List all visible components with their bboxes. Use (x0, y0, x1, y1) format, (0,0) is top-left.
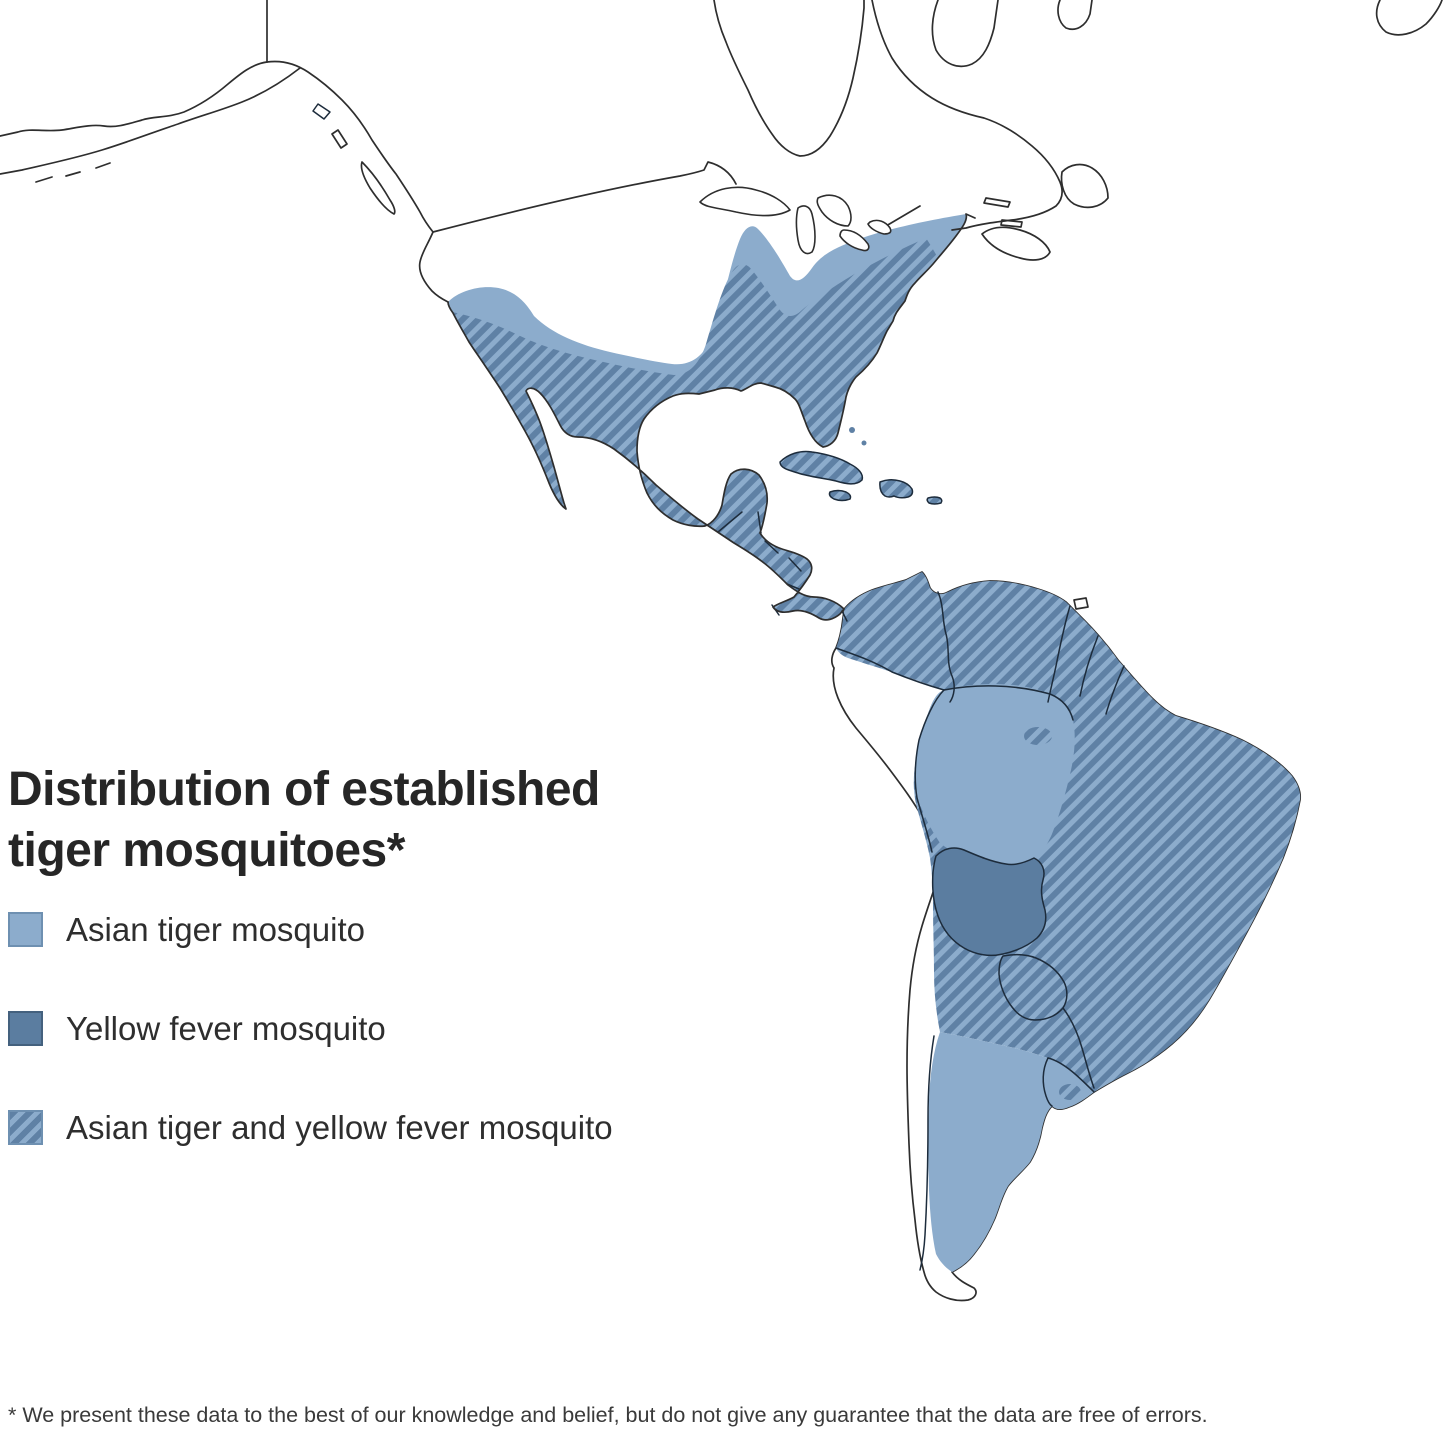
region-sa-both-hatched (836, 572, 1301, 1092)
coastline-alaska-north (0, 61, 268, 137)
lake-superior (699, 186, 791, 217)
island-newfoundland (1060, 163, 1109, 209)
island-vancouver (360, 161, 396, 215)
island-haida-gwaii (331, 129, 348, 149)
border-mexico-guatemala (717, 511, 743, 533)
border-suriname-french-guiana (1105, 665, 1125, 715)
page-title: Distribution of established tiger mosqui… (8, 763, 600, 877)
island-nova-scotia (981, 226, 1051, 261)
island-hispaniola (879, 478, 914, 499)
region-bolivia-yellow-fever (931, 847, 1047, 957)
coastline-labrador-quebec (871, 0, 1063, 231)
lake-ontario (867, 219, 892, 235)
region-argentina-asian-tiger-solid (928, 1032, 1094, 1272)
coastline-us-west (418, 231, 449, 303)
border-panama-colombia (841, 610, 848, 622)
legend: Asian tiger mosquito Yellow fever mosqui… (8, 912, 613, 1145)
border-peru-brazil (914, 689, 945, 853)
legend-swatch-yellow-fever (8, 1011, 43, 1046)
island-puerto-rico (926, 496, 943, 505)
lake-huron (816, 194, 852, 227)
coastline-aleutians (0, 67, 301, 183)
border-guatemala-honduras (764, 540, 779, 554)
border-paraguay (998, 953, 1068, 1021)
border-brazil-argentina (1062, 1007, 1095, 1089)
footnote: * We present these data to the best of o… (8, 1403, 1208, 1427)
lake-erie (839, 229, 870, 252)
coastline-alaska-south (266, 60, 434, 233)
border-uruguay-north (1047, 1057, 1095, 1093)
border-honduras-nicaragua (788, 557, 802, 572)
coastline-hudson-bay (713, 0, 865, 157)
border-venezuela-guyana (1047, 605, 1071, 703)
island-bahamas-1 (849, 427, 855, 433)
island-trinidad (1073, 597, 1089, 610)
greenland-partial (1375, 0, 1443, 36)
legend-item-asian-tiger: Asian tiger mosquito (8, 912, 613, 947)
legend-label-asian-tiger: Asian tiger mosquito (66, 911, 365, 948)
border-ecuador-colombia (835, 647, 945, 691)
legend-swatch-both-species (8, 1110, 43, 1145)
island-kodiak (312, 103, 331, 120)
legend-swatch-asian-tiger (8, 912, 43, 947)
st-lawrence-river (885, 205, 921, 227)
lake-michigan (795, 205, 816, 255)
border-uruguay-west (1042, 1057, 1053, 1107)
legend-label-yellow-fever: Yellow fever mosquito (66, 1010, 386, 1047)
region-uruguay-hatch-spot (1059, 1084, 1081, 1100)
distribution-regions (448, 214, 1302, 1302)
island-jamaica (828, 489, 852, 502)
us-canada-border (432, 161, 737, 233)
island-prince-edward (1000, 219, 1023, 228)
border-colombia-venezuela (937, 591, 955, 703)
country-borders (717, 511, 1125, 1271)
coastline-na-south (447, 213, 976, 621)
island-anticosti (983, 197, 1011, 208)
border-argentina-chile (919, 1035, 935, 1271)
legend-item-both-species: Asian tiger and yellow fever mosquito (8, 1110, 613, 1145)
legend-label-both-species: Asian tiger and yellow fever mosquito (66, 1109, 613, 1146)
legend-item-yellow-fever: Yellow fever mosquito (8, 1011, 613, 1046)
region-amazon-hatch-spot (1024, 727, 1052, 745)
island-cuba (779, 450, 864, 485)
region-na-both-hatched (452, 238, 938, 620)
border-guyana-suriname (1079, 635, 1099, 697)
arctic-island-small (1057, 0, 1093, 31)
island-baffin-partial (931, 0, 999, 68)
island-bahamas-2 (861, 440, 867, 446)
border-colombia-brazil (943, 685, 1074, 721)
coastlines (0, 0, 1443, 621)
